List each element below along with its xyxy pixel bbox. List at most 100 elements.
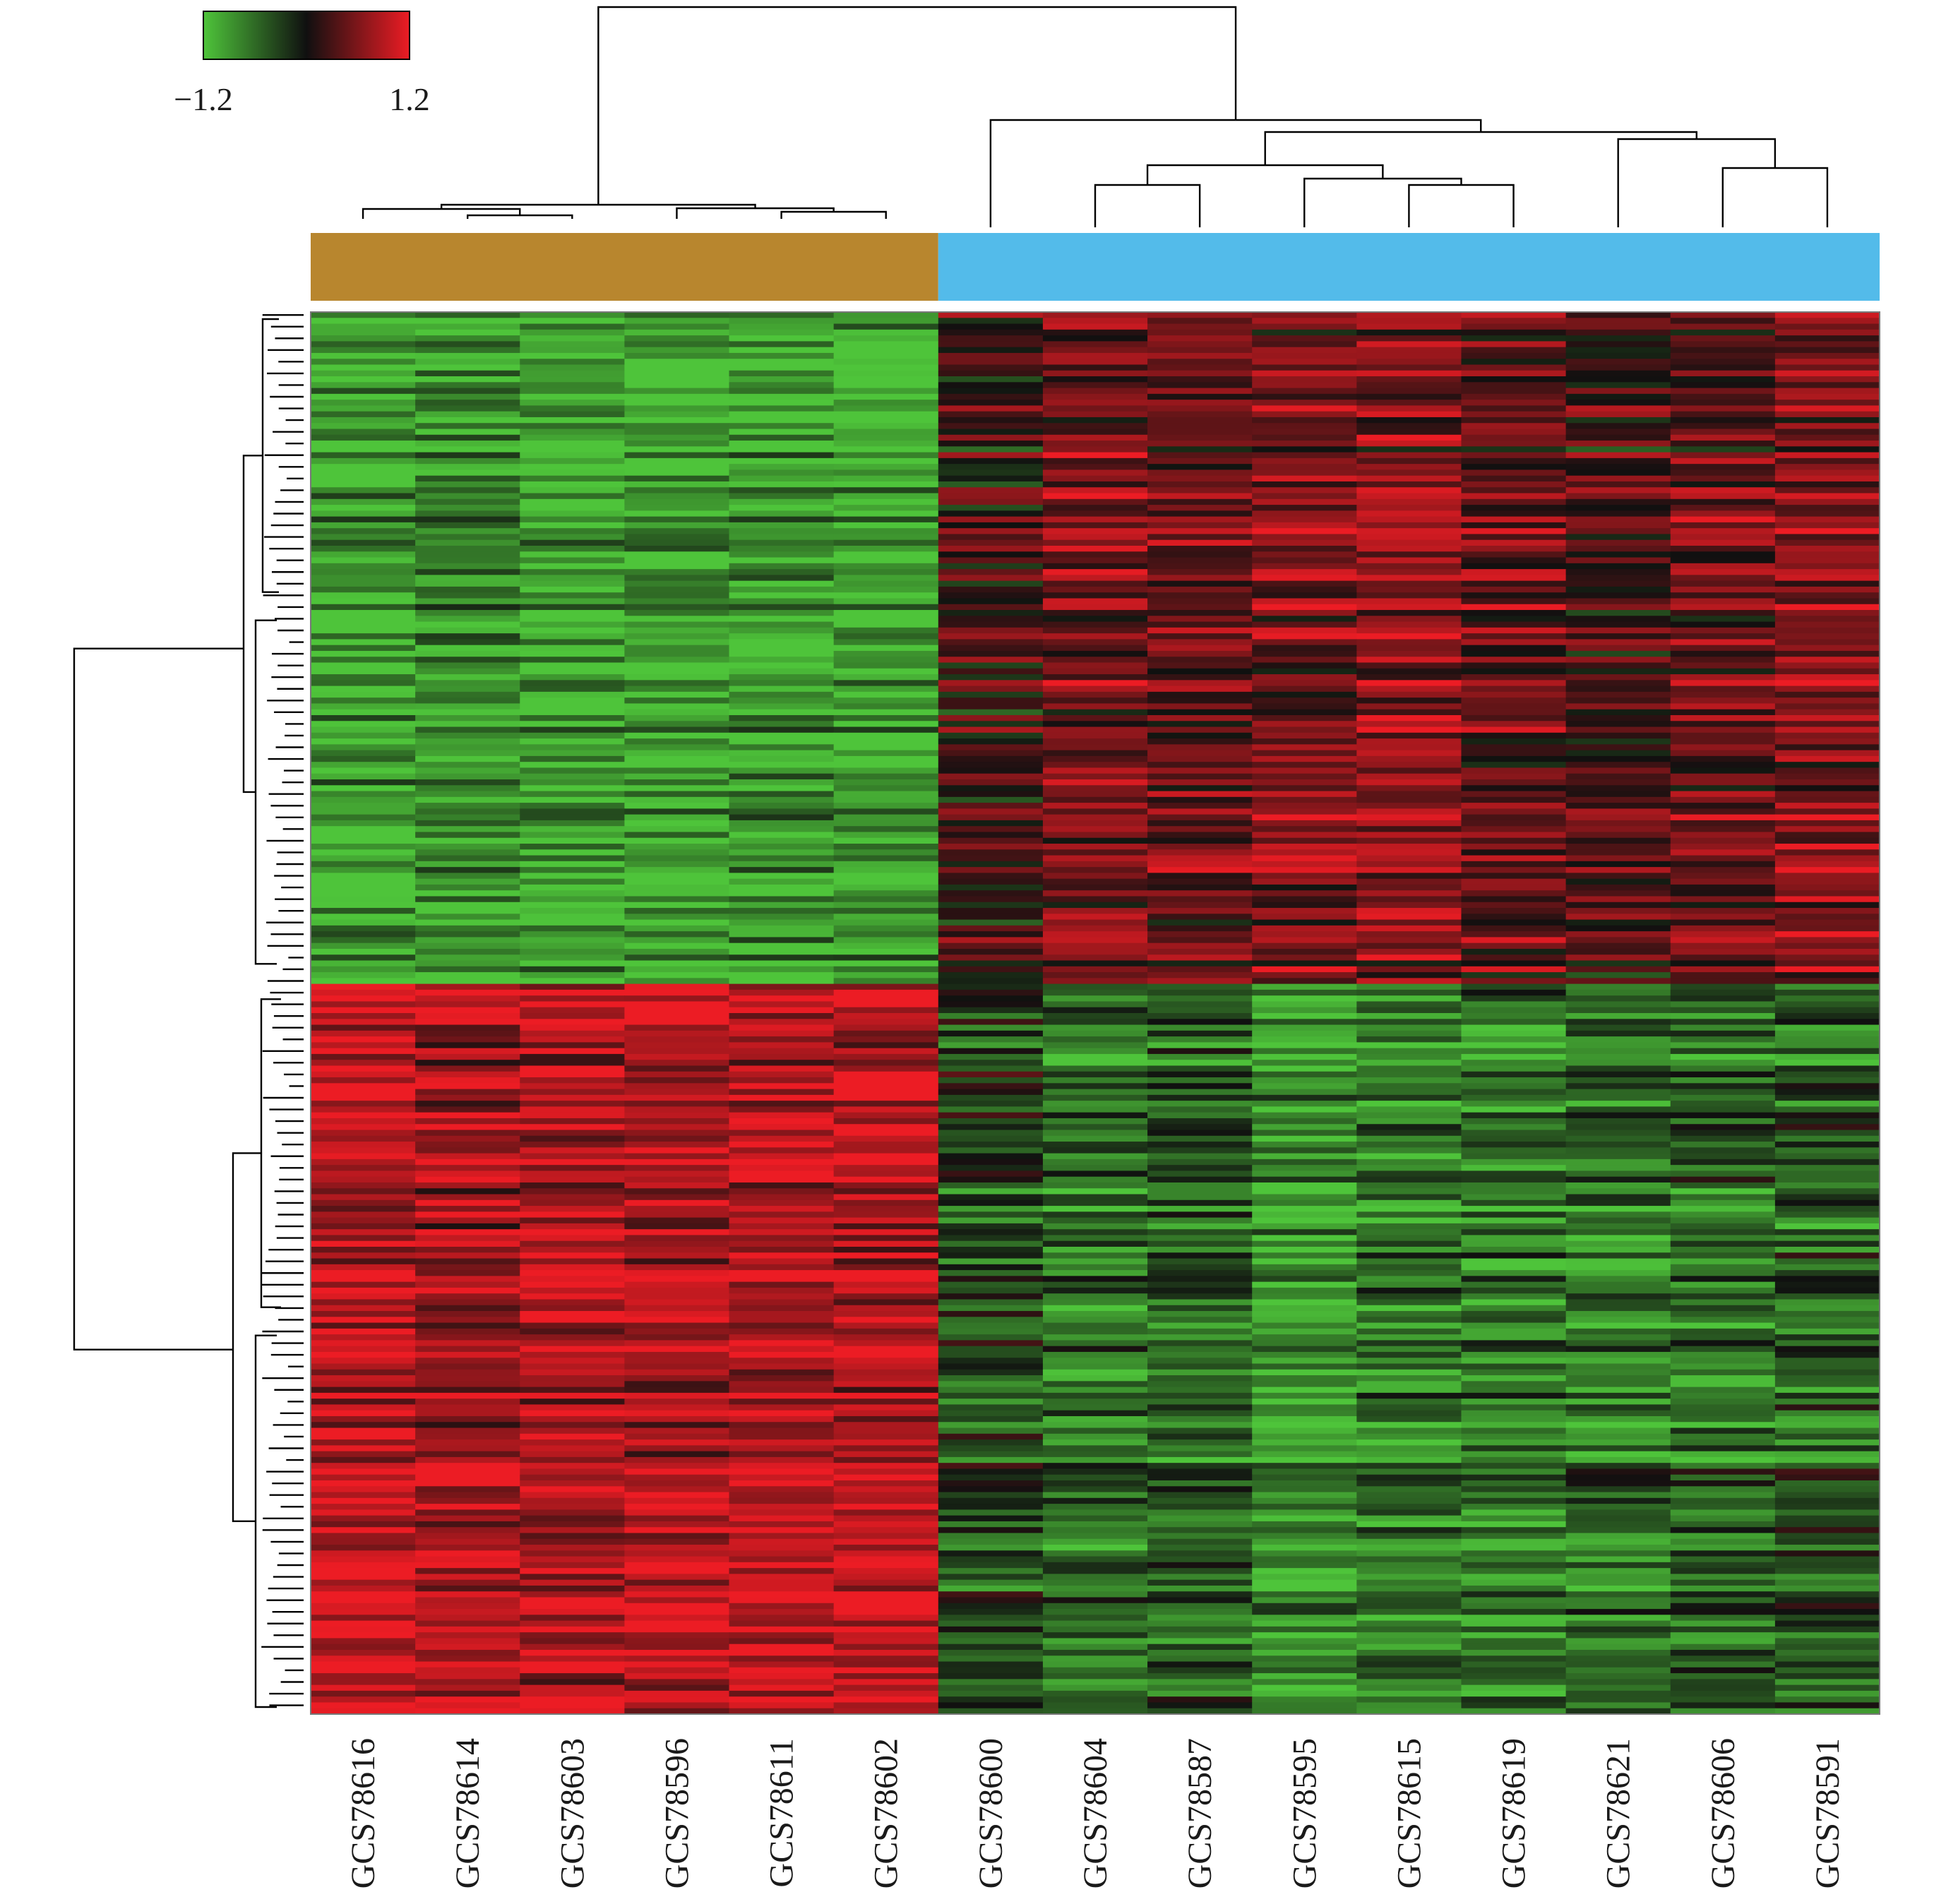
heatmap-cell [1042,434,1148,441]
heatmap-cell [833,557,939,564]
heatmap-cell [520,919,625,926]
heatmap-cell [1147,1451,1253,1458]
heatmap-cell [833,1060,939,1067]
heatmap-cell [1774,429,1880,436]
heatmap-cell [1565,978,1671,985]
heatmap-cell [1670,826,1776,833]
heatmap-cell [1774,557,1880,564]
heatmap-cell [1774,1287,1880,1294]
heatmap-cell [1356,1556,1462,1563]
heatmap-cell [938,627,1044,634]
heatmap-cell [1252,522,1357,529]
heatmap-cell [624,382,730,389]
heatmap-cell [1670,1538,1776,1545]
heatmap-cell [1774,1346,1880,1353]
heatmap-cell [1252,441,1357,447]
heatmap-cell [1356,539,1462,546]
heatmap-cell [729,767,835,774]
heatmap-cell [520,1235,625,1242]
heatmap-cell [729,914,835,921]
heatmap-cell [1774,750,1880,757]
heatmap-cell [311,668,416,675]
heatmap-cell [1252,1235,1357,1242]
heatmap-cell [520,972,625,978]
heatmap-cell [833,1568,939,1575]
heatmap-cell [833,1609,939,1615]
dendrogram-link [780,210,887,219]
heatmap-cell [833,1550,939,1557]
heatmap-cell [1461,434,1567,441]
heatmap-cell [311,942,416,950]
heatmap-cell [311,633,416,640]
heatmap-cell [311,312,416,318]
heatmap-cell [624,680,730,687]
heatmap-cell [1042,441,1148,447]
heatmap-cell [1774,452,1880,459]
heatmap-cell [1774,411,1880,418]
heatmap-cell [520,1504,625,1510]
heatmap-cell [1774,738,1880,745]
heatmap-cell [1252,1223,1357,1230]
heatmap-cell [1042,1135,1148,1142]
heatmap-cell [1252,1281,1357,1288]
heatmap-cell [311,755,416,762]
heatmap-cell [1042,808,1148,815]
heatmap-cell [1774,1369,1880,1376]
heatmap-cell [1670,721,1776,728]
heatmap-cell [624,1211,730,1219]
heatmap-cell [1147,925,1253,932]
heatmap-cell [1042,1643,1148,1651]
heatmap-cell [1670,1451,1776,1458]
heatmap-cell [415,750,520,757]
heatmap-cell [311,1252,416,1259]
heatmap-cell [1042,1673,1148,1680]
heatmap-cell [729,539,835,546]
heatmap-cell [1774,388,1880,395]
heatmap-cell [1565,352,1671,359]
heatmap-cell [1147,405,1253,412]
heatmap-cell [1356,481,1462,488]
heatmap-cell [1565,1118,1671,1125]
heatmap-cell [833,1369,939,1376]
heatmap-cell [1670,359,1776,366]
heatmap-cell [833,1276,939,1283]
heatmap-cell [938,703,1044,710]
heatmap-cell [1147,452,1253,459]
heatmap-cell [1147,457,1253,465]
heatmap-cell [1774,604,1880,611]
heatmap-cell [624,779,730,786]
heatmap-cell [311,1158,416,1166]
heatmap-cell [1565,1527,1671,1534]
heatmap-cell [415,1199,520,1207]
heatmap-cell [729,1194,835,1201]
heatmap-cell [415,832,520,839]
heatmap-cell [1461,820,1567,827]
heatmap-cell [1461,1130,1567,1137]
heatmap-cell [1356,393,1462,400]
heatmap-cell [1565,1019,1671,1026]
heatmap-cell [1774,908,1880,914]
heatmap-cell [1461,732,1567,739]
heatmap-cell [1774,1509,1880,1516]
heatmap-cell [415,557,520,564]
heatmap-cell [1461,657,1567,664]
heatmap-cell [1147,429,1253,436]
heatmap-cell [624,1369,730,1376]
heatmap-cell [624,1556,730,1563]
heatmap-cell [1565,1182,1671,1189]
heatmap-cell [1774,457,1880,465]
heatmap-cell [1774,1264,1880,1271]
heatmap-cell [938,1276,1044,1283]
heatmap-cell [311,429,416,436]
heatmap-cell [1565,1130,1671,1137]
heatmap-cell [1042,1083,1148,1090]
heatmap-cell [1147,1626,1253,1633]
heatmap-cell [1461,1399,1567,1406]
heatmap-cell [938,376,1044,383]
heatmap-cell [1147,580,1253,587]
heatmap-cell [1356,808,1462,815]
heatmap-cell [1670,1351,1776,1358]
heatmap-cell [1252,1404,1357,1411]
column-label-GCS78619: GCS78619 [1496,1738,1533,1888]
heatmap-cell [624,861,730,868]
